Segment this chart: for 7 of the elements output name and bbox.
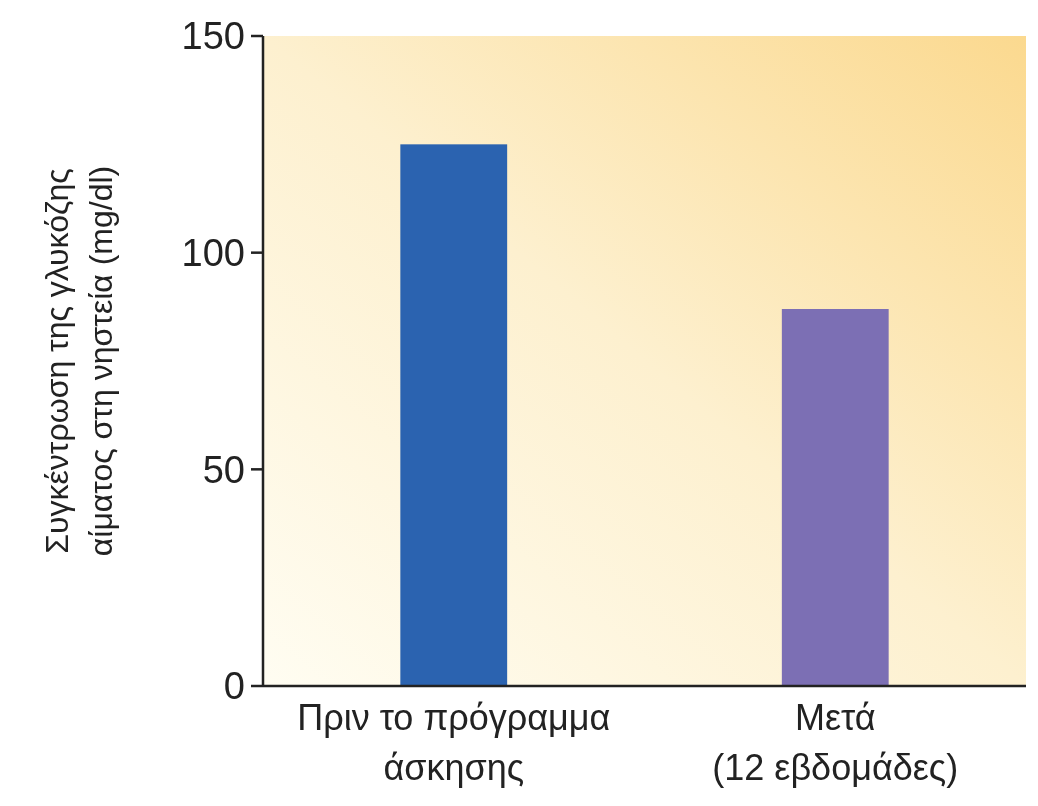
y-tick-label: 150: [181, 15, 245, 58]
y-tick-label: 0: [223, 665, 245, 708]
x-tick-label: Πριν το πρόγραμμα άσκησης: [297, 697, 611, 788]
y-tick-label: 50: [202, 448, 245, 491]
x-tick-label: Μετά (12 εβδομάδες): [712, 697, 959, 788]
y-axis-title: Συγκέντρωση της γλυκόζης αίματος στη νηστεία (mg/dl): [39, 165, 119, 557]
y-tick-label: 100: [181, 231, 245, 274]
